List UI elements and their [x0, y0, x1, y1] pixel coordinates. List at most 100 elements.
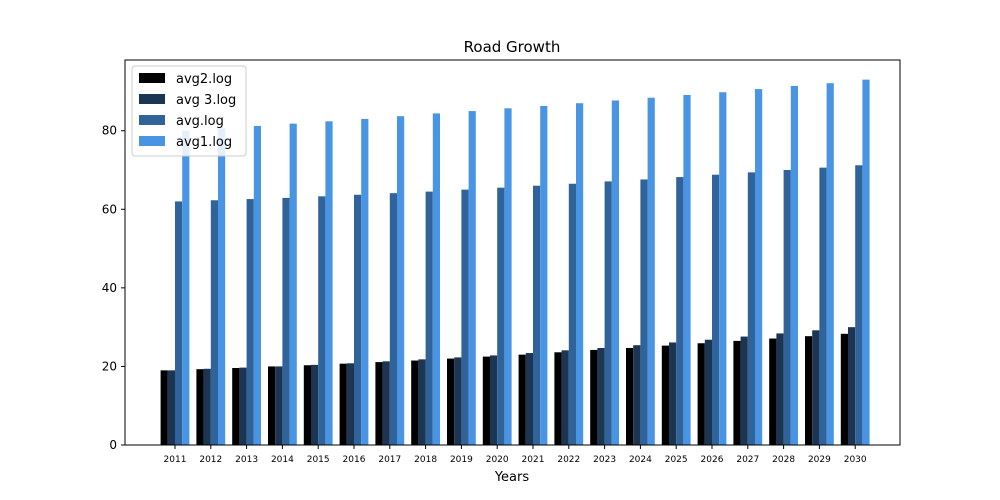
x-tick-label: 2026	[701, 455, 724, 465]
x-axis-label: Years	[494, 470, 530, 485]
bar-avg2-log-2027	[733, 340, 741, 445]
bar-avg-3-log-2028	[776, 333, 784, 445]
bar-avg-log-2027	[747, 172, 755, 445]
bar-avg2-log-2029	[805, 336, 813, 445]
bar-avg2-log-2015	[303, 365, 311, 445]
bar-avg-3-log-2016	[346, 363, 354, 445]
bar-avg2-log-2014	[268, 366, 276, 445]
bar-avg-3-log-2029	[812, 330, 820, 445]
bar-avg1-log-2019	[468, 111, 476, 446]
bar-avg2-log-2013	[232, 368, 240, 445]
bar-avg-3-log-2022	[561, 350, 569, 445]
y-tick-label: 40	[102, 281, 117, 295]
bar-avg2-log-2028	[769, 338, 777, 445]
bar-avg-log-2026	[712, 174, 720, 445]
x-tick-label: 2014	[271, 455, 294, 465]
bar-avg-log-2024	[640, 179, 648, 445]
x-tick-label: 2016	[343, 455, 366, 465]
bar-avg2-log-2018	[411, 360, 419, 445]
bar-avg-3-log-2030	[848, 327, 856, 445]
bar-avg1-log-2023	[611, 100, 619, 445]
bar-avg-3-log-2024	[633, 345, 641, 445]
bar-avg2-log-2026	[697, 343, 705, 445]
legend-label: avg 3.log	[176, 93, 236, 108]
bar-avg-3-log-2013	[239, 367, 247, 445]
x-tick-label: 2028	[772, 455, 795, 465]
chart-title: Road Growth	[464, 38, 561, 56]
bar-avg-log-2018	[425, 191, 433, 445]
bar-avg-3-log-2015	[311, 364, 319, 445]
bar-avg2-log-2024	[626, 347, 634, 445]
bar-avg-log-2019	[461, 189, 469, 445]
bar-avg1-log-2021	[540, 105, 548, 445]
bar-avg1-log-2011	[182, 130, 190, 445]
x-tick-label: 2021	[522, 455, 545, 465]
legend-swatch	[139, 136, 165, 146]
bar-avg1-log-2026	[719, 92, 727, 445]
bar-avg-3-log-2012	[203, 368, 211, 445]
bar-avg-3-log-2019	[454, 357, 462, 445]
bar-avg1-log-2027	[755, 89, 763, 446]
legend-swatch	[139, 73, 165, 83]
bar-avg2-log-2025	[661, 345, 669, 445]
bar-avg-log-2011	[175, 201, 183, 445]
y-tick-label: 0	[109, 438, 117, 452]
bar-avg-3-log-2026	[704, 339, 712, 445]
bar-avg1-log-2013	[253, 126, 261, 445]
bar-avg-log-2030	[855, 165, 863, 446]
y-tick-label: 80	[102, 124, 117, 138]
x-tick-label: 2025	[665, 455, 688, 465]
axes-frame	[124, 59, 901, 446]
x-tick-label: 2015	[307, 455, 330, 465]
x-tick-label: 2012	[199, 455, 222, 465]
bar-avg-log-2012	[210, 200, 218, 445]
bar-avg1-log-2025	[683, 94, 691, 445]
bar-avg1-log-2016	[361, 118, 369, 445]
bars-group	[160, 79, 870, 446]
bar-avg1-log-2020	[504, 108, 512, 446]
bar-avg2-log-2021	[518, 354, 526, 445]
legend-label: avg.log	[176, 114, 224, 129]
x-tick-label: 2022	[557, 455, 580, 465]
legend-swatch	[139, 94, 165, 104]
bar-avg-3-log-2021	[525, 353, 533, 445]
bar-avg2-log-2022	[554, 352, 562, 445]
bar-avg-3-log-2018	[418, 359, 426, 445]
bar-avg-log-2022	[568, 183, 576, 445]
x-axis-ticks: 2011 2012 2013 2014 2015 2016 2017 2018 2019 2020…	[164, 445, 867, 465]
bar-avg1-log-2017	[397, 116, 405, 445]
bar-avg1-log-2029	[826, 83, 834, 445]
bar-avg2-log-2011	[160, 370, 168, 445]
legend-box	[131, 65, 247, 157]
x-tick-label: 2017	[378, 455, 401, 465]
bar-avg-log-2016	[354, 194, 362, 445]
bar-avg-log-2029	[819, 167, 827, 445]
bar-avg1-log-2015	[325, 121, 333, 446]
legend-label: avg1.log	[176, 135, 232, 150]
x-tick-label: 2020	[486, 455, 509, 465]
bar-avg-log-2021	[533, 185, 541, 445]
bar-avg1-log-2028	[790, 85, 798, 445]
x-tick-label: 2018	[414, 455, 437, 465]
bar-avg-3-log-2027	[740, 336, 748, 445]
x-tick-label: 2027	[736, 455, 759, 465]
bar-avg-3-log-2020	[490, 355, 498, 445]
x-tick-label: 2011	[164, 455, 187, 465]
bar-avg1-log-2018	[432, 113, 440, 445]
bar-avg-3-log-2025	[669, 342, 677, 445]
x-tick-label: 2029	[808, 455, 831, 465]
bar-avg1-log-2024	[647, 97, 655, 445]
bar-avg1-log-2014	[289, 123, 297, 446]
bar-avg2-log-2017	[375, 362, 383, 445]
legend-label: avg2.log	[176, 72, 232, 87]
x-tick-label: 2023	[593, 455, 616, 465]
x-tick-label: 2024	[629, 455, 652, 465]
legend-swatch	[139, 115, 165, 125]
bar-avg1-log-2012	[218, 128, 226, 445]
bar-avg-3-log-2014	[275, 366, 283, 445]
x-tick-label: 2030	[844, 455, 867, 465]
y-tick-label: 20	[102, 359, 117, 373]
legend: avg2.log avg 3.log avg.log avg1.log	[131, 65, 247, 157]
bar-avg-3-log-2023	[597, 347, 605, 445]
